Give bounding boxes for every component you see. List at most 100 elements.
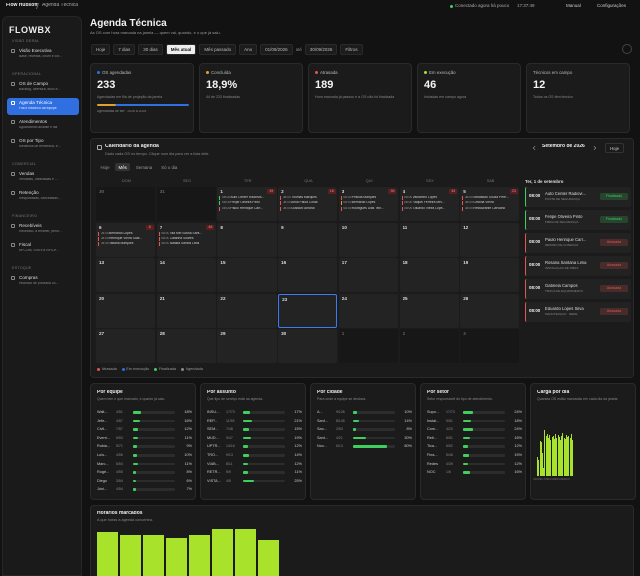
day-number: 11 [402, 224, 408, 230]
day-cell[interactable]: 10 [338, 222, 398, 257]
nav-item[interactable]: Recebíveis Recebido, a receber, pend... [7, 221, 79, 238]
day-cell[interactable]: 27 [96, 329, 156, 363]
agenda-name: Eduardo Lopes Silva [545, 307, 584, 311]
agenda-item[interactable]: 08:00 Paulo Henrique Carr... REPARO DE CON… [525, 233, 631, 253]
prev-month[interactable] [532, 145, 538, 151]
day-cell[interactable]: 5 23 08:00 Sebastião Souza Pere... 08:00 Cris… [460, 187, 520, 221]
kpi-value: 189 [315, 79, 334, 91]
manual-link[interactable]: Manual [566, 3, 581, 8]
day-cell[interactable]: 19 [460, 258, 520, 292]
day-cell[interactable]: 12 [460, 222, 520, 257]
preset-button[interactable]: 30 dias [138, 44, 163, 56]
day-cell[interactable]: 3 [460, 329, 520, 363]
event-time: 08:00 [100, 236, 109, 240]
row-count: 8/145 [336, 418, 345, 423]
date-from[interactable]: 01/09/2026 [260, 44, 293, 56]
preset-button[interactable]: Ano [239, 44, 258, 56]
preset-button[interactable]: Mês passado [199, 44, 237, 56]
settings-link[interactable]: Configurações [597, 3, 627, 8]
day-cell[interactable]: 8 [217, 222, 277, 257]
view-tab[interactable]: Mês [115, 163, 131, 172]
view-tab[interactable]: Só o dia [161, 164, 178, 170]
agenda-item[interactable]: 08:00 Rosana Santana Lima INSTALAÇÃO DE FI… [525, 256, 631, 276]
day-cell[interactable]: 21 [156, 293, 216, 328]
day-cell[interactable]: 2 [399, 329, 459, 363]
nav-item[interactable]: Retenção Respondidas, canceladas... [7, 188, 79, 205]
day-cell[interactable]: 18 [399, 258, 459, 292]
agenda-item[interactable]: 08:00 Felipe Oliveira Pinto FIBRA DE SEGUR… [525, 210, 631, 230]
help-button[interactable] [622, 44, 632, 54]
bar [543, 468, 544, 476]
nav-item[interactable]: OS por Tipo Mecânica de tendência, e... [7, 136, 79, 153]
day-cell[interactable]: 20 [96, 293, 156, 328]
day-cell[interactable]: 4 34 08:00 Valdomiro Lopes 08:00 Raquel Ferre… [399, 187, 459, 221]
legend-swatch [121, 367, 125, 371]
day-cell[interactable]: 30 [278, 329, 338, 363]
filters[interactable]: Filtros [340, 44, 363, 56]
day-cell[interactable]: 30 [96, 187, 156, 221]
row-count: 6/53 [116, 435, 123, 440]
day-cell[interactable]: 26 [460, 293, 520, 328]
preset-button[interactable]: Hoje [91, 44, 111, 56]
nav-item[interactable]: Compras Histórico de produtos co... [7, 273, 79, 290]
day-cell[interactable]: 16 [278, 258, 338, 292]
date-to[interactable]: 30/09/2026 [304, 44, 338, 56]
day-cell[interactable]: 13 [96, 258, 156, 292]
day-cell[interactable]: 23 [278, 293, 338, 328]
day-cell[interactable]: 29 [217, 329, 277, 363]
chart-title: Carga por dia [537, 390, 570, 395]
row-track [133, 445, 175, 448]
day-cell[interactable]: 1 [338, 329, 398, 363]
day-cell[interactable]: 2 16 08:00 Thomas Marques 08:00 Alma Paula Co… [278, 187, 338, 221]
nav-icon [11, 139, 15, 143]
day-number: 12 [463, 224, 469, 230]
nav-item[interactable]: Agenda Técnica Fila e histórico da equipe [7, 98, 79, 115]
day-cell[interactable]: 14 [156, 258, 216, 292]
day-cell[interactable]: 22 [217, 293, 277, 328]
row-name: Event... [97, 435, 110, 440]
day-cell[interactable]: 17 [338, 258, 398, 292]
row-count: 4/51 [116, 410, 123, 414]
row-name: Sant... [317, 418, 328, 423]
day-number: 6 [99, 224, 102, 230]
agenda-item[interactable]: 08:00 Auto Center Radiovi... POSTE DE SEGU… [525, 187, 631, 207]
day-count-badge: 16 [327, 189, 336, 194]
nav-label: Vendas [19, 171, 35, 176]
preset-button[interactable]: Mês atual [165, 44, 197, 56]
day-cell[interactable]: 25 [399, 293, 459, 328]
day-cell[interactable]: 9 [278, 222, 338, 257]
view-tab[interactable]: Hoje [100, 164, 110, 170]
event-bar [280, 196, 282, 200]
next-month[interactable] [591, 145, 597, 151]
agenda-item[interactable]: 08:00 Gabriela Campos TROCA DE EQUIPAMENTO… [525, 279, 631, 299]
nav-item[interactable]: Vendas Vendidas, habilitadas e ... [7, 169, 79, 186]
day-cell[interactable]: 6 8 08:00 Bernardo Lopes 08:00 Henrique Vieir… [96, 222, 156, 257]
event-bar [340, 196, 342, 200]
day-cell[interactable]: 1 19 08:00 Auto Center Radiovis... 08:00 Feli… [217, 187, 277, 221]
kpi-note: Hora marcada já passou e a OS não foi fi… [315, 95, 395, 99]
preset-button[interactable]: 7 dias [113, 44, 136, 56]
row-count: 4/20 [446, 427, 453, 432]
breakdown-panel: Por cidade Para onde a equipe se desloca.… [310, 383, 416, 500]
day-cell[interactable]: 28 [156, 329, 216, 363]
day-cell[interactable]: 7 46 08:00 Vila Mel Sousa Sant... 08:00 Catar… [156, 222, 216, 257]
nav-item[interactable]: Fiscal NFCOM, SVA e a NFS-e... [7, 240, 79, 257]
day-cell[interactable]: 24 [338, 293, 398, 328]
row-bar [353, 411, 358, 414]
nav-item[interactable]: OS de Campo Backlog, abertura, fluxo e... [7, 79, 79, 96]
row-count: 4/39 [446, 461, 453, 466]
day-cell[interactable]: 3 35 08:00 Priscila Marques 08:00 Bernardo Lo… [338, 187, 398, 221]
event-time: 08:00 [343, 196, 352, 199]
view-tab[interactable]: Semana [135, 164, 153, 170]
day-cell[interactable]: 11 [399, 222, 459, 257]
chart-subtitle: Quantas OS estão marcadas em cada dia da… [537, 397, 619, 401]
nav-item[interactable]: Atendimentos Aguardando análise e fila [7, 117, 79, 134]
day-cell[interactable]: 15 [217, 258, 277, 292]
agenda-item[interactable]: 08:00 Eduardo Lopes Silva MANUTENÇÃO · RED… [525, 302, 631, 322]
row-bar [133, 445, 137, 448]
today-button[interactable]: Hoje [605, 143, 625, 154]
bar [143, 535, 164, 576]
nav-item[interactable]: Visão Executiva Base, receitas, churn e c… [7, 46, 79, 63]
event-bar [462, 206, 464, 211]
day-cell[interactable]: 31 [156, 187, 216, 221]
